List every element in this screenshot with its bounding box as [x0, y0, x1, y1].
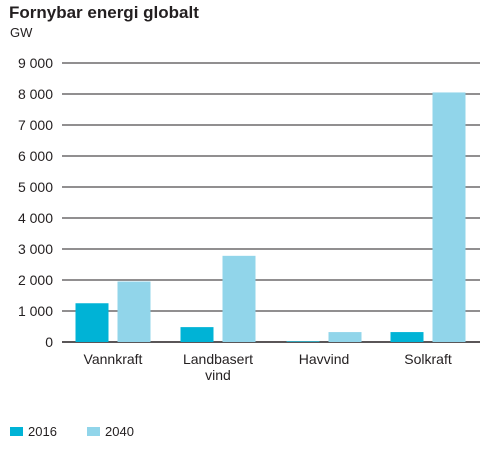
legend-label-2016: 2016 — [28, 424, 57, 439]
x-category-label: vind — [205, 367, 231, 383]
y-tick-label: 5 000 — [18, 179, 53, 195]
y-tick-label: 2 000 — [18, 272, 53, 288]
y-tick-label: 8 000 — [18, 86, 53, 102]
y-tick-label: 0 — [45, 334, 53, 350]
y-tick-label: 7 000 — [18, 117, 53, 133]
bar-2040-2 — [328, 332, 362, 342]
legend-swatch-2016 — [10, 427, 23, 436]
y-tick-label: 9 000 — [18, 55, 53, 71]
y-tick-label: 4 000 — [18, 210, 53, 226]
unit-label: GW — [10, 25, 33, 40]
bar-2040-0 — [117, 281, 151, 342]
legend-swatch-2040 — [87, 427, 100, 436]
bar-2016-2 — [286, 341, 320, 342]
bar-2016-1 — [180, 327, 214, 342]
x-category-label: Landbasert — [183, 351, 253, 367]
bar-2016-3 — [390, 332, 424, 342]
x-category-label: Havvind — [299, 351, 350, 367]
y-tick-label: 6 000 — [18, 148, 53, 164]
x-category-label: Solkraft — [404, 351, 452, 367]
y-tick-label: 3 000 — [18, 241, 53, 257]
legend-label-2040: 2040 — [105, 424, 134, 439]
y-tick-label: 1 000 — [18, 303, 53, 319]
legend-item-2016: 2016 — [10, 424, 57, 439]
bar-2016-0 — [75, 303, 109, 342]
x-category-label: Vannkraft — [84, 351, 143, 367]
bar-2040-1 — [222, 255, 256, 342]
chart-title: Fornybar energi globalt — [9, 3, 199, 22]
legend-item-2040: 2040 — [87, 424, 134, 439]
bar-2040-3 — [432, 92, 466, 342]
